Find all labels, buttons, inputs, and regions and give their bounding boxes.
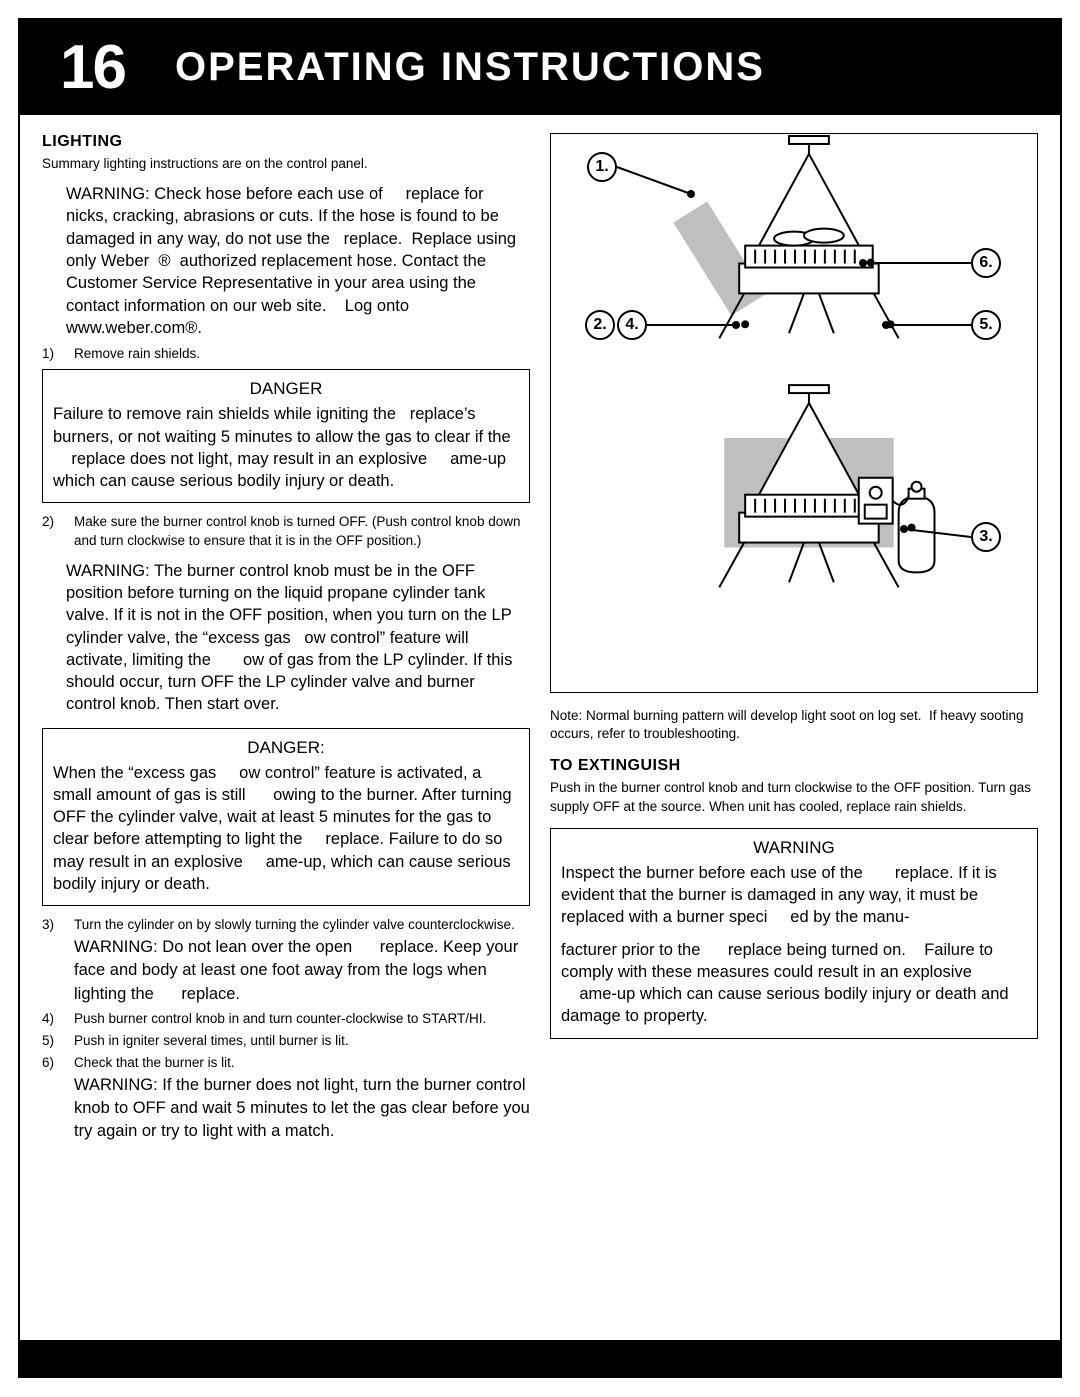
step-4: 4) Push burner control knob in and turn … <box>42 1010 530 1028</box>
step-2: 2) Make sure the burner control knob is … <box>42 513 530 549</box>
step-num: 1) <box>42 346 58 363</box>
extinguish-heading: TO EXTINGUISH <box>550 757 1038 775</box>
warning-lean: WARNING: Do not lean over the open repla… <box>74 936 530 1005</box>
warning-body-1: Inspect the burner before each use of th… <box>561 862 1027 929</box>
step6-text: Check that the burner is lit. <box>74 1055 235 1070</box>
content-columns: LIGHTING Summary lighting instructions a… <box>20 115 1060 1168</box>
note-text: Note: Normal burning pattern will develo… <box>550 708 1024 741</box>
step-num: 3) <box>42 917 58 1006</box>
danger-title-2: DANGER: <box>53 737 519 760</box>
step-3: 3) Turn the cylinder on by slowly turnin… <box>42 916 530 1006</box>
lighting-subtext: Summary lighting instructions are on the… <box>42 155 530 173</box>
danger-title: DANGER <box>53 378 519 401</box>
lighting-heading: LIGHTING <box>42 133 530 151</box>
step-6: 6) Check that the burner is lit. WARNING… <box>42 1054 530 1144</box>
page-title: OPERATING INSTRUCTIONS <box>175 45 765 90</box>
step-text: Make sure the burner control knob is tur… <box>74 513 530 549</box>
steps-list-2: 2) Make sure the burner control knob is … <box>42 513 530 549</box>
warning-body-2: facturer prior to the replace being turn… <box>561 939 1027 1028</box>
diagram-callout: 2. <box>585 310 615 340</box>
steps-list-3: 3) Turn the cylinder on by slowly turnin… <box>42 916 530 1143</box>
step-text: Check that the burner is lit. WARNING: I… <box>74 1054 530 1144</box>
left-column: LIGHTING Summary lighting instructions a… <box>42 133 530 1148</box>
header-bar: 16 OPERATING INSTRUCTIONS <box>20 20 1060 115</box>
assembly-diagram: 1. 2.4. 5. 6. 3. <box>550 133 1038 693</box>
step-text: Push in igniter several times, until bur… <box>74 1032 349 1050</box>
footer-bar <box>20 1340 1060 1376</box>
step-text: Remove rain shields. <box>74 345 200 363</box>
danger-body-2: When the “excess gas ow control” feature… <box>53 762 519 896</box>
steps-list: 1) Remove rain shields. <box>42 345 530 363</box>
leader-lines <box>551 134 1021 694</box>
step-text: Push burner control knob in and turn cou… <box>74 1010 486 1028</box>
right-column: 1. 2.4. 5. 6. 3. Note: Normal burning patter… <box>550 133 1038 1148</box>
warning-off: WARNING: The burner control knob must be… <box>42 554 530 722</box>
danger-box-2: DANGER: When the “excess gas ow control”… <box>42 728 530 907</box>
page-number: 16 <box>60 32 125 103</box>
step-num: 2) <box>42 514 58 549</box>
step-1: 1) Remove rain shields. <box>42 345 530 363</box>
danger-box-1: DANGER Failure to remove rain shields wh… <box>42 369 530 503</box>
diagram-callout: 5. <box>971 310 1001 340</box>
diagram-callout: 6. <box>971 248 1001 278</box>
warning-hose: WARNING: Check hose before each use of r… <box>42 173 530 345</box>
danger-body: Failure to remove rain shields while ign… <box>53 403 519 492</box>
step-5: 5) Push in igniter several times, until … <box>42 1032 530 1050</box>
warning-nolight: WARNING: If the burner does not light, t… <box>74 1074 530 1143</box>
diagram-callout: 1. <box>587 152 617 182</box>
diagram-note: Note: Normal burning pattern will develo… <box>550 707 1038 743</box>
manual-page: 16 OPERATING INSTRUCTIONS LIGHTING Summa… <box>18 18 1062 1378</box>
diagram-callout: 3. <box>971 522 1001 552</box>
warning-title: WARNING <box>561 837 1027 860</box>
diagram-callout: 4. <box>617 310 647 340</box>
step-num: 4) <box>42 1011 58 1028</box>
warning-box: WARNING Inspect the burner before each u… <box>550 828 1038 1039</box>
step-text: Turn the cylinder on by slowly turning t… <box>74 916 530 1006</box>
step-num: 6) <box>42 1055 58 1144</box>
step-num: 5) <box>42 1033 58 1050</box>
step3-text: Turn the cylinder on by slowly turning t… <box>74 917 515 932</box>
extinguish-body: Push in the burner control knob and turn… <box>550 779 1038 815</box>
